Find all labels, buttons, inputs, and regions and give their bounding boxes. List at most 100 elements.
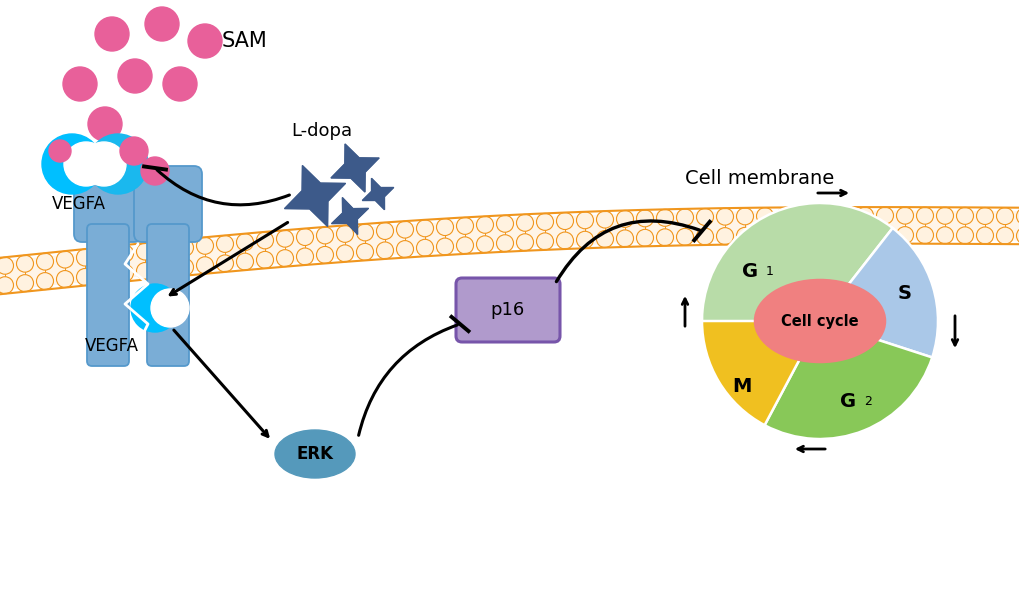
Circle shape xyxy=(116,245,133,262)
Circle shape xyxy=(16,275,34,291)
Text: 1: 1 xyxy=(765,265,773,278)
Circle shape xyxy=(376,242,393,259)
Circle shape xyxy=(636,229,653,246)
Circle shape xyxy=(596,230,612,248)
Text: G: G xyxy=(741,262,757,281)
Circle shape xyxy=(137,262,153,279)
Circle shape xyxy=(1016,208,1019,225)
Circle shape xyxy=(97,247,113,264)
Circle shape xyxy=(696,208,713,225)
FancyBboxPatch shape xyxy=(87,224,128,366)
Circle shape xyxy=(656,229,673,246)
Circle shape xyxy=(37,253,53,270)
Circle shape xyxy=(297,248,313,265)
Circle shape xyxy=(176,259,194,276)
Circle shape xyxy=(116,264,133,281)
Circle shape xyxy=(975,207,993,224)
Circle shape xyxy=(416,239,433,256)
Polygon shape xyxy=(362,178,393,210)
Circle shape xyxy=(576,231,593,248)
Polygon shape xyxy=(330,144,379,192)
Circle shape xyxy=(815,207,833,224)
Text: Cell membrane: Cell membrane xyxy=(685,168,834,187)
Circle shape xyxy=(156,261,173,278)
Circle shape xyxy=(736,208,753,225)
Circle shape xyxy=(141,157,169,185)
Text: ERK: ERK xyxy=(297,445,333,463)
Circle shape xyxy=(118,59,152,93)
Text: VEGFA: VEGFA xyxy=(85,337,139,355)
Circle shape xyxy=(715,228,733,245)
Ellipse shape xyxy=(754,280,884,362)
Circle shape xyxy=(916,227,932,244)
FancyBboxPatch shape xyxy=(147,224,189,366)
Circle shape xyxy=(796,207,813,224)
Circle shape xyxy=(615,230,633,247)
Circle shape xyxy=(935,227,953,244)
Circle shape xyxy=(916,207,932,224)
Circle shape xyxy=(756,208,772,225)
Circle shape xyxy=(775,207,793,224)
Circle shape xyxy=(316,247,333,264)
Circle shape xyxy=(236,234,254,251)
Circle shape xyxy=(276,230,293,247)
Circle shape xyxy=(276,250,293,267)
Circle shape xyxy=(236,253,254,270)
Circle shape xyxy=(856,227,872,244)
Circle shape xyxy=(736,227,753,244)
Circle shape xyxy=(496,215,513,232)
Circle shape xyxy=(0,277,13,294)
Circle shape xyxy=(130,284,178,332)
Circle shape xyxy=(715,208,733,225)
Circle shape xyxy=(42,134,102,194)
Circle shape xyxy=(120,137,148,165)
Circle shape xyxy=(756,227,772,244)
Text: VEGFA: VEGFA xyxy=(52,195,106,213)
Circle shape xyxy=(516,234,533,251)
Circle shape xyxy=(596,211,612,228)
Circle shape xyxy=(956,227,972,244)
Circle shape xyxy=(145,7,178,41)
Circle shape xyxy=(536,213,553,230)
Circle shape xyxy=(316,227,333,244)
Circle shape xyxy=(37,273,53,290)
FancyBboxPatch shape xyxy=(133,166,202,242)
Circle shape xyxy=(216,255,233,272)
Circle shape xyxy=(56,270,73,288)
Polygon shape xyxy=(284,165,345,227)
Circle shape xyxy=(151,289,189,327)
Circle shape xyxy=(82,142,126,186)
Circle shape xyxy=(396,221,413,238)
Circle shape xyxy=(1016,227,1019,244)
Circle shape xyxy=(956,207,972,224)
Circle shape xyxy=(76,268,94,285)
Circle shape xyxy=(357,224,373,241)
Circle shape xyxy=(297,228,313,245)
Circle shape xyxy=(996,208,1013,225)
Circle shape xyxy=(696,228,713,245)
Circle shape xyxy=(476,236,493,253)
Circle shape xyxy=(556,232,573,249)
Circle shape xyxy=(63,67,97,101)
Text: p16: p16 xyxy=(490,301,525,319)
Circle shape xyxy=(615,210,633,227)
Circle shape xyxy=(576,211,593,228)
Circle shape xyxy=(376,222,393,239)
Circle shape xyxy=(476,216,493,233)
Polygon shape xyxy=(331,198,368,235)
Circle shape xyxy=(0,257,13,275)
Wedge shape xyxy=(701,203,892,388)
Circle shape xyxy=(256,232,273,249)
Circle shape xyxy=(336,225,354,242)
Circle shape xyxy=(156,241,173,258)
Circle shape xyxy=(216,235,233,253)
Circle shape xyxy=(95,17,128,51)
Circle shape xyxy=(896,207,913,224)
Circle shape xyxy=(457,237,473,254)
Circle shape xyxy=(935,207,953,224)
Circle shape xyxy=(975,227,993,244)
Circle shape xyxy=(336,245,354,262)
Circle shape xyxy=(49,140,71,162)
Circle shape xyxy=(996,227,1013,244)
Circle shape xyxy=(16,255,34,272)
